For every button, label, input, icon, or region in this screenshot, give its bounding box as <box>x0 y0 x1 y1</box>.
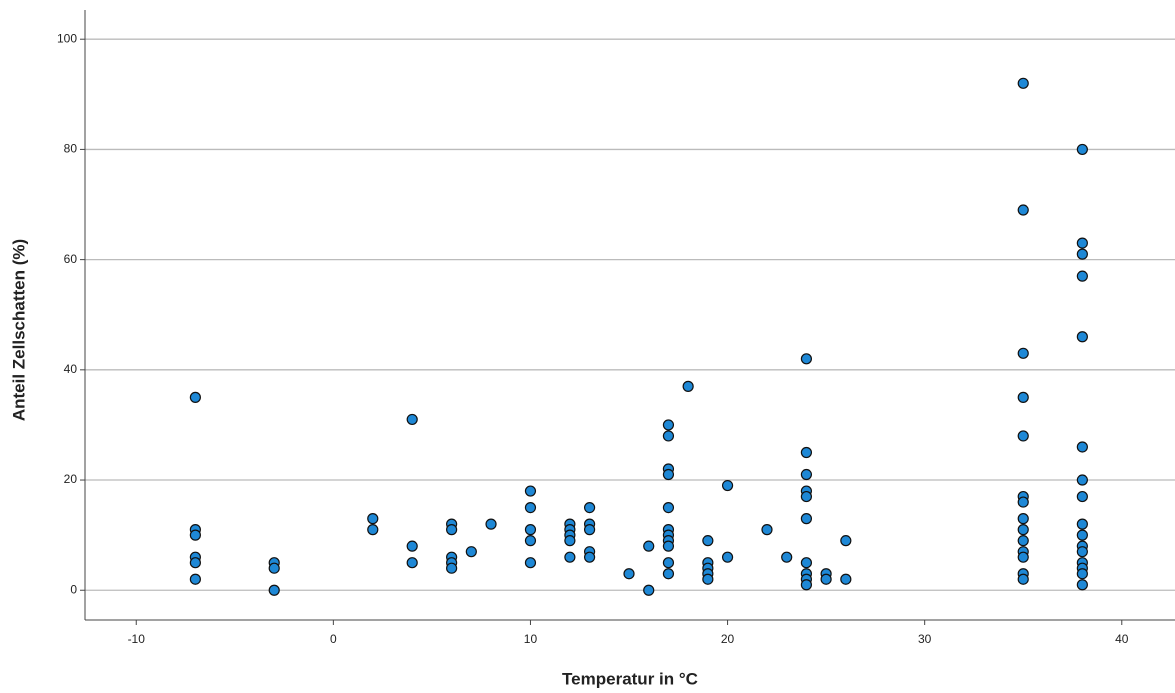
point <box>662 540 675 552</box>
x-tick-label: 40 <box>1115 632 1129 646</box>
point <box>781 551 793 563</box>
point <box>1076 248 1088 260</box>
y-axis-label: Anteil Zellschatten (%) <box>9 239 28 421</box>
point <box>583 524 596 536</box>
y-tick-label: 60 <box>64 252 78 266</box>
point <box>1017 496 1029 508</box>
point <box>406 540 418 552</box>
point <box>1017 551 1029 563</box>
point <box>1076 546 1088 558</box>
point <box>583 501 596 514</box>
point <box>1076 441 1088 453</box>
point <box>800 353 813 365</box>
point <box>1076 270 1088 282</box>
point <box>840 535 852 547</box>
point <box>1017 524 1029 536</box>
point <box>702 535 714 547</box>
point <box>1017 430 1029 442</box>
point <box>800 513 813 525</box>
point <box>406 557 418 569</box>
point <box>800 468 813 481</box>
point <box>524 557 537 569</box>
point <box>1076 529 1088 541</box>
y-tick-label: 80 <box>64 142 78 156</box>
point <box>721 479 734 492</box>
point <box>662 419 675 431</box>
x-tick-label: -10 <box>128 632 146 646</box>
y-tick-label: 0 <box>70 582 77 596</box>
x-axis-label: Temperatur in °C <box>562 669 698 688</box>
point <box>1076 568 1088 580</box>
point <box>1076 331 1088 343</box>
point <box>1076 518 1088 530</box>
x-tick-label: 20 <box>721 632 735 646</box>
point <box>446 524 458 536</box>
point <box>1017 204 1029 216</box>
point <box>662 557 675 569</box>
point <box>189 529 201 541</box>
x-tick-label: 0 <box>330 632 337 646</box>
point <box>662 468 675 481</box>
point <box>268 562 280 574</box>
point <box>800 557 813 569</box>
point <box>643 584 655 596</box>
point <box>446 562 458 574</box>
point <box>1017 513 1029 525</box>
x-tick-label: 30 <box>918 632 932 646</box>
point <box>465 546 477 558</box>
point <box>1076 237 1088 249</box>
point <box>564 535 576 547</box>
point <box>721 551 734 563</box>
point <box>623 568 635 580</box>
point <box>1076 579 1088 591</box>
point <box>682 380 694 392</box>
point <box>1017 391 1029 403</box>
point <box>189 573 201 585</box>
point <box>820 573 832 585</box>
point <box>367 524 379 536</box>
point <box>662 568 675 580</box>
point <box>189 557 201 569</box>
point <box>643 540 655 552</box>
point <box>840 573 852 585</box>
point <box>583 551 596 563</box>
point <box>1017 573 1029 585</box>
y-tick-label: 20 <box>64 472 78 486</box>
point <box>761 524 773 536</box>
point <box>702 573 714 585</box>
point <box>662 501 675 514</box>
point <box>524 501 537 514</box>
point <box>1076 490 1088 503</box>
point <box>1017 77 1029 89</box>
point <box>367 513 379 525</box>
y-tick-label: 40 <box>64 362 78 376</box>
point <box>524 485 537 497</box>
point <box>524 524 537 536</box>
point <box>800 446 813 459</box>
point <box>800 490 813 503</box>
point <box>1076 474 1088 486</box>
point <box>485 518 497 530</box>
point <box>268 584 280 596</box>
x-tick-label: 10 <box>524 632 538 646</box>
point <box>564 551 576 563</box>
point <box>662 430 675 442</box>
y-tick-label: 100 <box>57 31 77 45</box>
point <box>1017 347 1029 359</box>
point <box>1076 143 1088 156</box>
point <box>800 579 813 591</box>
point <box>406 413 418 426</box>
point <box>524 535 537 547</box>
point <box>189 391 201 403</box>
point <box>1017 535 1029 547</box>
